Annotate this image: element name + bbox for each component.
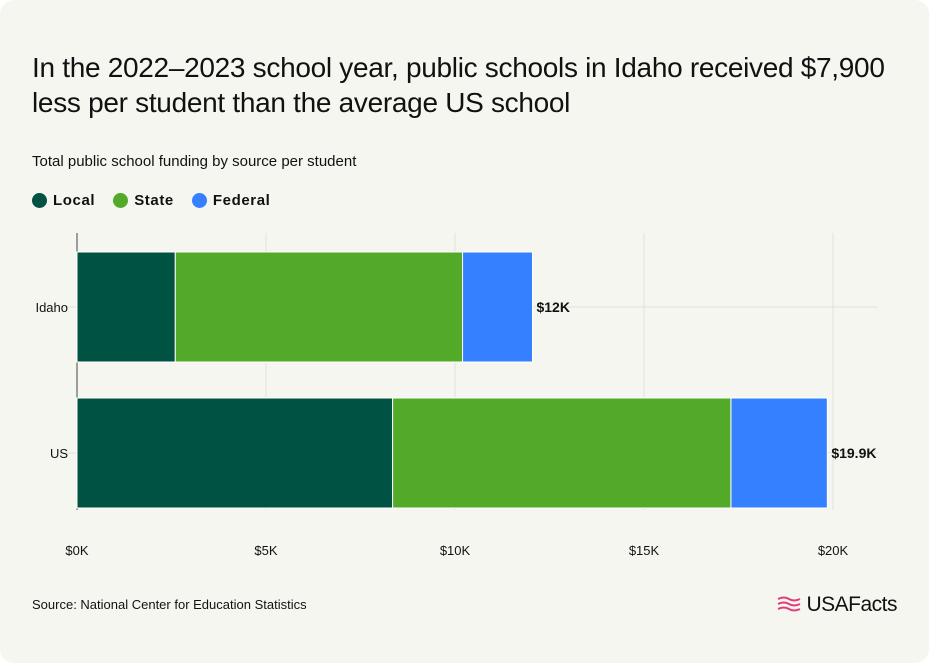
legend-item-federal: Federal	[191, 192, 271, 209]
total-label-idaho: $12K	[536, 299, 569, 315]
category-label-us: US	[50, 446, 68, 461]
legend: Local State Federal	[32, 192, 270, 209]
x-tick-label: $10K	[440, 543, 471, 558]
bar-state-us	[392, 397, 732, 509]
bar-state-idaho	[174, 251, 464, 363]
flag-icon	[778, 596, 801, 612]
bar-local-us	[76, 397, 394, 509]
total-label-us: $19.9K	[831, 445, 876, 461]
bar-chart: $12K Idaho $19.9K US $0K $5K $10K $15K $20K	[35, 233, 878, 558]
usafacts-logo: USAFacts	[776, 593, 897, 617]
legend-label-federal: Federal	[212, 192, 271, 209]
legend-item-local: Local	[32, 192, 95, 209]
bar-federal-us	[730, 397, 828, 509]
logo-text: USAFacts	[806, 593, 897, 616]
chart-subtitle: Total public school funding by source pe…	[32, 153, 357, 170]
bar-federal-idaho	[462, 251, 533, 363]
chart-title: In the 2022–2023 school year, public sch…	[32, 52, 885, 118]
source-note: Source: National Center for Education St…	[32, 597, 307, 612]
bar-local-idaho	[76, 251, 176, 363]
x-tick-label: $20K	[818, 543, 849, 558]
x-tick-label: $15K	[629, 543, 660, 558]
category-label-idaho: Idaho	[35, 300, 68, 315]
legend-swatch-local	[32, 193, 47, 208]
legend-label-state: State	[134, 192, 174, 209]
x-tick-label: $5K	[254, 543, 277, 558]
legend-item-state: State	[113, 192, 174, 209]
x-tick-label: $0K	[65, 543, 88, 558]
legend-swatch-state	[113, 193, 129, 208]
legend-label-local: Local	[53, 192, 96, 209]
legend-swatch-federal	[191, 193, 207, 208]
